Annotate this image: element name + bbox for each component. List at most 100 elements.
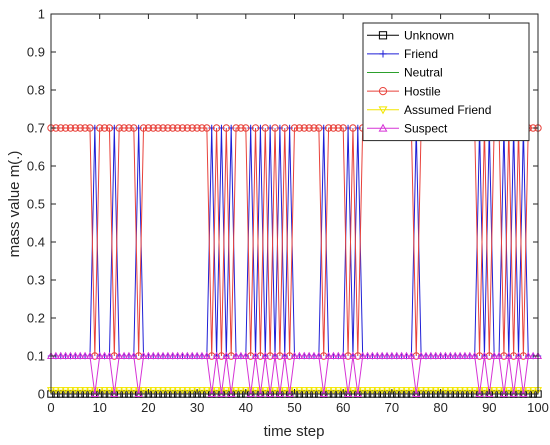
data-point-suspect	[456, 351, 465, 360]
data-point-assumed-friend	[373, 387, 382, 395]
data-point-hostile	[96, 124, 104, 132]
data-point-hostile	[290, 124, 299, 132]
data-point-hostile	[173, 124, 182, 132]
data-point-suspect	[154, 351, 163, 360]
y-axis-title: mass value m(.)	[6, 151, 23, 258]
data-point-hostile	[66, 124, 75, 132]
data-point-assumed-friend	[61, 387, 70, 395]
x-tick-label: 20	[141, 400, 155, 415]
data-point-hostile	[81, 124, 89, 132]
data-point-hostile	[164, 124, 172, 132]
data-point-suspect	[197, 351, 207, 360]
data-point-assumed-friend	[504, 387, 513, 395]
legend-label-neutral: Neutral	[404, 66, 443, 80]
data-point-suspect	[363, 351, 372, 360]
data-point-assumed-friend	[163, 387, 172, 395]
data-point-assumed-friend	[158, 387, 168, 395]
data-point-hostile	[61, 124, 70, 132]
data-point-assumed-friend	[120, 387, 129, 395]
legend: Unknown Friend Neutral Hostile Assumed Frien…	[362, 22, 530, 142]
data-point-assumed-friend	[144, 387, 153, 395]
data-point-assumed-friend	[402, 387, 411, 395]
data-point-assumed-friend	[188, 387, 197, 395]
data-point-assumed-friend	[270, 387, 280, 395]
data-point-assumed-friend	[139, 387, 148, 395]
data-point-suspect	[270, 351, 280, 360]
data-point-hostile	[144, 124, 153, 132]
data-point-assumed-friend	[363, 387, 372, 395]
data-point-suspect	[71, 351, 80, 360]
data-point-assumed-friend	[382, 387, 392, 395]
data-point-assumed-friend	[353, 387, 362, 395]
data-point-assumed-friend	[460, 387, 469, 395]
data-point-assumed-friend	[207, 387, 216, 395]
data-point-assumed-friend	[485, 387, 494, 395]
data-point-suspect	[417, 351, 426, 360]
data-point-suspect	[339, 351, 348, 360]
legend-label-hostile: Hostile	[404, 84, 441, 98]
y-tick-label: 0.2	[27, 311, 45, 326]
data-point-assumed-friend	[519, 387, 528, 395]
data-point-assumed-friend	[397, 387, 406, 395]
y-tick-label: 1	[38, 7, 45, 22]
data-point-suspect	[158, 351, 168, 360]
legend-label-unknown: Unknown	[404, 29, 454, 43]
data-point-assumed-friend	[202, 387, 211, 395]
legend-label-suspect: Suspect	[404, 122, 448, 136]
tick-layer: 0 10 20 30 40 50 60 70 80 90 100 0 0.1 0.2 0.3 0.4 0.5 0.…	[27, 7, 549, 416]
x-tick-label: 0	[47, 400, 54, 415]
data-point-hostile	[183, 124, 192, 132]
data-point-suspect	[300, 351, 309, 360]
data-point-suspect	[163, 351, 172, 360]
data-point-assumed-friend	[387, 387, 396, 395]
data-point-hostile	[125, 124, 133, 132]
data-point-suspect	[251, 351, 260, 360]
data-point-hostile	[329, 124, 338, 132]
data-point-suspect	[120, 351, 129, 360]
legend-box	[362, 22, 530, 142]
data-point-assumed-friend	[95, 387, 104, 395]
data-point-hostile	[159, 124, 167, 132]
data-point-suspect	[56, 351, 65, 360]
data-point-suspect	[470, 351, 479, 360]
data-point-hostile	[188, 124, 196, 132]
data-point-suspect	[314, 351, 323, 360]
data-point-suspect	[324, 351, 333, 360]
data-point-assumed-friend	[105, 387, 114, 395]
data-point-suspect	[305, 351, 314, 360]
data-point-assumed-friend	[451, 387, 460, 395]
data-point-assumed-friend	[285, 387, 294, 395]
data-point-assumed-friend	[421, 387, 431, 395]
data-point-assumed-friend	[339, 387, 348, 395]
data-point-assumed-friend	[309, 387, 319, 395]
data-point-hostile	[120, 124, 128, 132]
data-point-suspect	[115, 351, 124, 360]
data-point-assumed-friend	[197, 387, 207, 395]
data-point-suspect	[168, 351, 177, 360]
data-point-suspect	[236, 351, 245, 360]
data-point-suspect	[222, 351, 231, 360]
data-point-suspect	[139, 351, 148, 360]
data-point-hostile	[100, 124, 109, 132]
data-point-assumed-friend	[232, 387, 241, 395]
data-point-suspect	[465, 351, 474, 360]
data-point-hostile	[154, 124, 162, 132]
data-point-hostile	[212, 124, 221, 132]
data-point-suspect	[212, 351, 221, 360]
data-point-hostile	[339, 124, 347, 132]
data-point-assumed-friend	[173, 387, 182, 395]
data-point-suspect	[124, 351, 133, 360]
data-point-assumed-friend	[246, 387, 255, 395]
x-tick-label: 30	[190, 400, 204, 415]
data-point-assumed-friend	[407, 387, 416, 395]
legend-label-assumed-friend: Assumed Friend	[404, 103, 491, 117]
data-point-hostile	[261, 124, 269, 132]
data-point-assumed-friend	[290, 387, 299, 395]
y-tick-label: 0.7	[27, 121, 45, 136]
x-axis-title: time step	[264, 423, 325, 440]
data-point-hostile	[349, 124, 357, 132]
data-point-suspect	[144, 351, 153, 360]
data-point-assumed-friend	[178, 387, 187, 395]
data-point-assumed-friend	[261, 387, 270, 395]
